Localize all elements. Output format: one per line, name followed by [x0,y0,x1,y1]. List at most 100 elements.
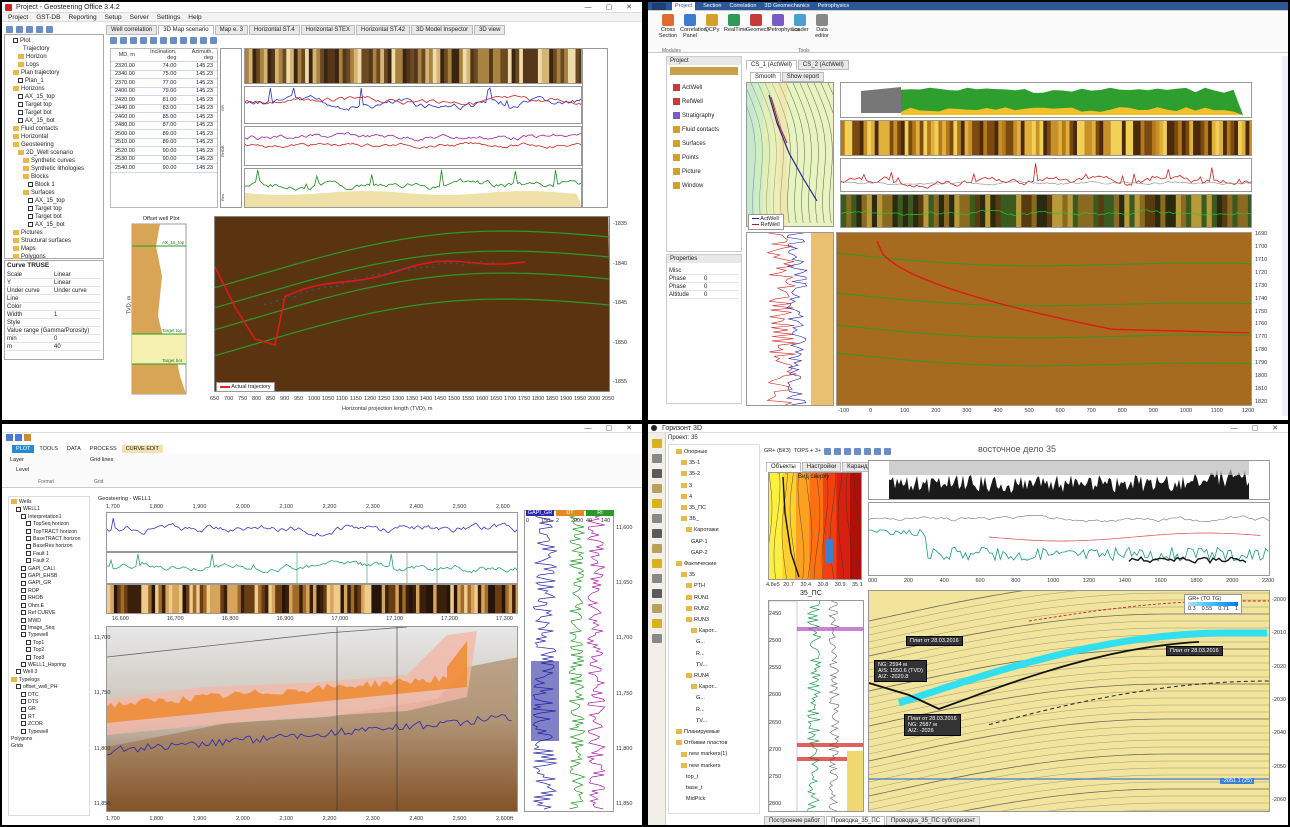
tool-strip-button[interactable] [652,544,662,553]
tree-item[interactable]: Trajectory [8,45,84,53]
tree-item[interactable]: Карот... [671,626,727,637]
bottom-tab[interactable]: Построение работ [764,816,826,825]
new-icon[interactable] [6,25,13,33]
checkbox-icon[interactable] [26,543,31,549]
checkbox-icon[interactable] [21,580,26,586]
ribbon-tab[interactable]: TOOLS [39,446,58,452]
ribbon-button[interactable]: RealTime [724,14,747,33]
tree-item[interactable]: Target top [8,101,84,109]
tree-item[interactable]: 4 [671,492,727,503]
ribbon-button[interactable]: Petrophysics [768,14,800,33]
checkbox-icon[interactable] [21,610,26,616]
checkbox-icon[interactable] [21,588,26,593]
file-menu-button[interactable] [652,3,666,10]
tool-strip-button[interactable] [652,469,662,478]
tree-item[interactable]: base_t [671,783,727,794]
checkbox-icon[interactable] [28,213,33,219]
tool-strip-button[interactable] [652,454,662,463]
table-row[interactable]: 2510.00 89.00 145.23 [111,138,217,147]
ribbon-tab[interactable]: Petrophysics [817,3,850,9]
view-tab[interactable]: Horizontal STEX [300,25,356,35]
tool-strip-button[interactable] [652,574,662,583]
ribbon-tab[interactable]: PLOT [12,445,35,453]
pan-icon[interactable] [140,36,147,44]
view-tab[interactable]: 3D Map scenario [158,25,214,35]
project-tree-item[interactable]: RefWell [673,95,719,109]
checkbox-icon[interactable] [28,205,33,211]
view-button[interactable]: Show report [781,72,825,82]
vertical-scrollbar[interactable] [1282,56,1288,416]
grid-icon[interactable] [190,36,197,44]
tree-item[interactable]: RUN3 [671,615,727,626]
table-row[interactable]: 2440.00 83.00 145.23 [111,104,217,113]
tree-item[interactable]: TopTRACT horizon [11,529,80,536]
tree-item[interactable]: RUN2 [671,604,727,615]
tree-item[interactable]: Каротажи [671,525,727,536]
view-subtab[interactable]: Объекты [766,462,801,472]
tree-item[interactable]: Ohm.E [11,603,80,610]
ribbon-tab[interactable]: Correlation [729,3,757,9]
tree-item[interactable]: Grids [11,743,80,750]
view-button[interactable]: Smooth [750,72,781,82]
tree-item[interactable]: Well 3 [11,669,80,676]
table-row[interactable]: 2420.00 81.00 145.23 [111,95,217,105]
tree-item[interactable]: Synthetic lithologies [8,165,84,173]
tool-strip-button[interactable] [652,529,662,538]
tree-item[interactable]: AX_15_bot [8,117,84,125]
checkbox-icon[interactable] [21,699,26,705]
settings-icon[interactable] [884,447,892,455]
tree-item[interactable]: Synthetic curves [8,157,84,165]
tree-item[interactable]: 35-1 [671,458,727,469]
tree-item[interactable]: Карот... [671,682,727,693]
tree-item[interactable]: GAP-2 [671,548,727,559]
ribbon-tab[interactable]: CURVE EDIT [121,445,163,453]
tree-item[interactable]: Plot [8,37,84,45]
export-icon[interactable] [210,36,217,44]
table-row[interactable]: 2370.00 77.00 145.23 [111,78,217,88]
ribbon-button[interactable]: Geomech [746,14,770,33]
project-tree-item[interactable]: Window [673,179,719,193]
pan-icon[interactable] [844,447,852,455]
checkbox-icon[interactable] [21,513,26,519]
tree-item[interactable]: Опорные [671,447,727,458]
log-selector[interactable]: GR+ (БКЗ) [764,448,791,454]
select-icon[interactable] [110,36,117,44]
tool-strip-button[interactable] [652,619,662,628]
checkbox-icon[interactable] [18,93,23,99]
property-row[interactable]: Phase 0 [669,283,739,291]
tree-item[interactable]: AX_15_top [8,197,84,205]
tree-item[interactable]: Blocks [8,173,84,181]
tree-item[interactable]: RT [11,714,80,721]
tree-item[interactable]: Top2 [11,647,80,654]
checkbox-icon[interactable] [21,625,26,631]
cursor-icon[interactable] [824,447,832,455]
open-icon[interactable] [15,434,22,441]
tree-item[interactable]: BaseRes horizon [11,543,80,550]
tree-item[interactable]: Horizon [8,53,84,61]
grid-icon[interactable] [854,447,862,455]
table-row[interactable]: 2540.00 90.00 145.23 [111,163,217,173]
tree-item[interactable]: Geosteering [8,141,84,149]
tree-item[interactable]: Fault 2 [11,558,80,565]
zoom-icon[interactable] [834,447,842,455]
checkbox-icon[interactable] [21,602,26,608]
project-tree-item[interactable]: Fluid contacts [673,123,719,137]
tree-item[interactable]: Plan_1 [8,77,84,85]
document-tab[interactable]: CS_1 (ActWell) [746,60,797,70]
checkbox-icon[interactable] [28,181,33,187]
tree-item[interactable]: DTS [11,699,80,706]
checkbox-icon[interactable] [26,639,31,645]
tree-item[interactable]: Plan trajectory [8,69,84,77]
property-row[interactable]: Line [7,295,101,303]
property-row[interactable]: Style [7,319,101,327]
property-row[interactable]: Color [7,303,101,311]
menu-item[interactable]: GST-DB [36,14,61,21]
tree-item[interactable]: BaseTRACT horizon [11,536,80,543]
save-icon[interactable] [6,434,13,441]
layers-icon[interactable] [864,447,872,455]
tree-item[interactable]: GAPI_CALI [11,566,80,573]
checkbox-icon[interactable] [26,654,31,660]
ribbon-button[interactable]: Data editor [812,14,832,39]
tree-item[interactable]: RUN4 [671,671,727,682]
tree-item[interactable]: TopSeq horizon [11,521,80,528]
